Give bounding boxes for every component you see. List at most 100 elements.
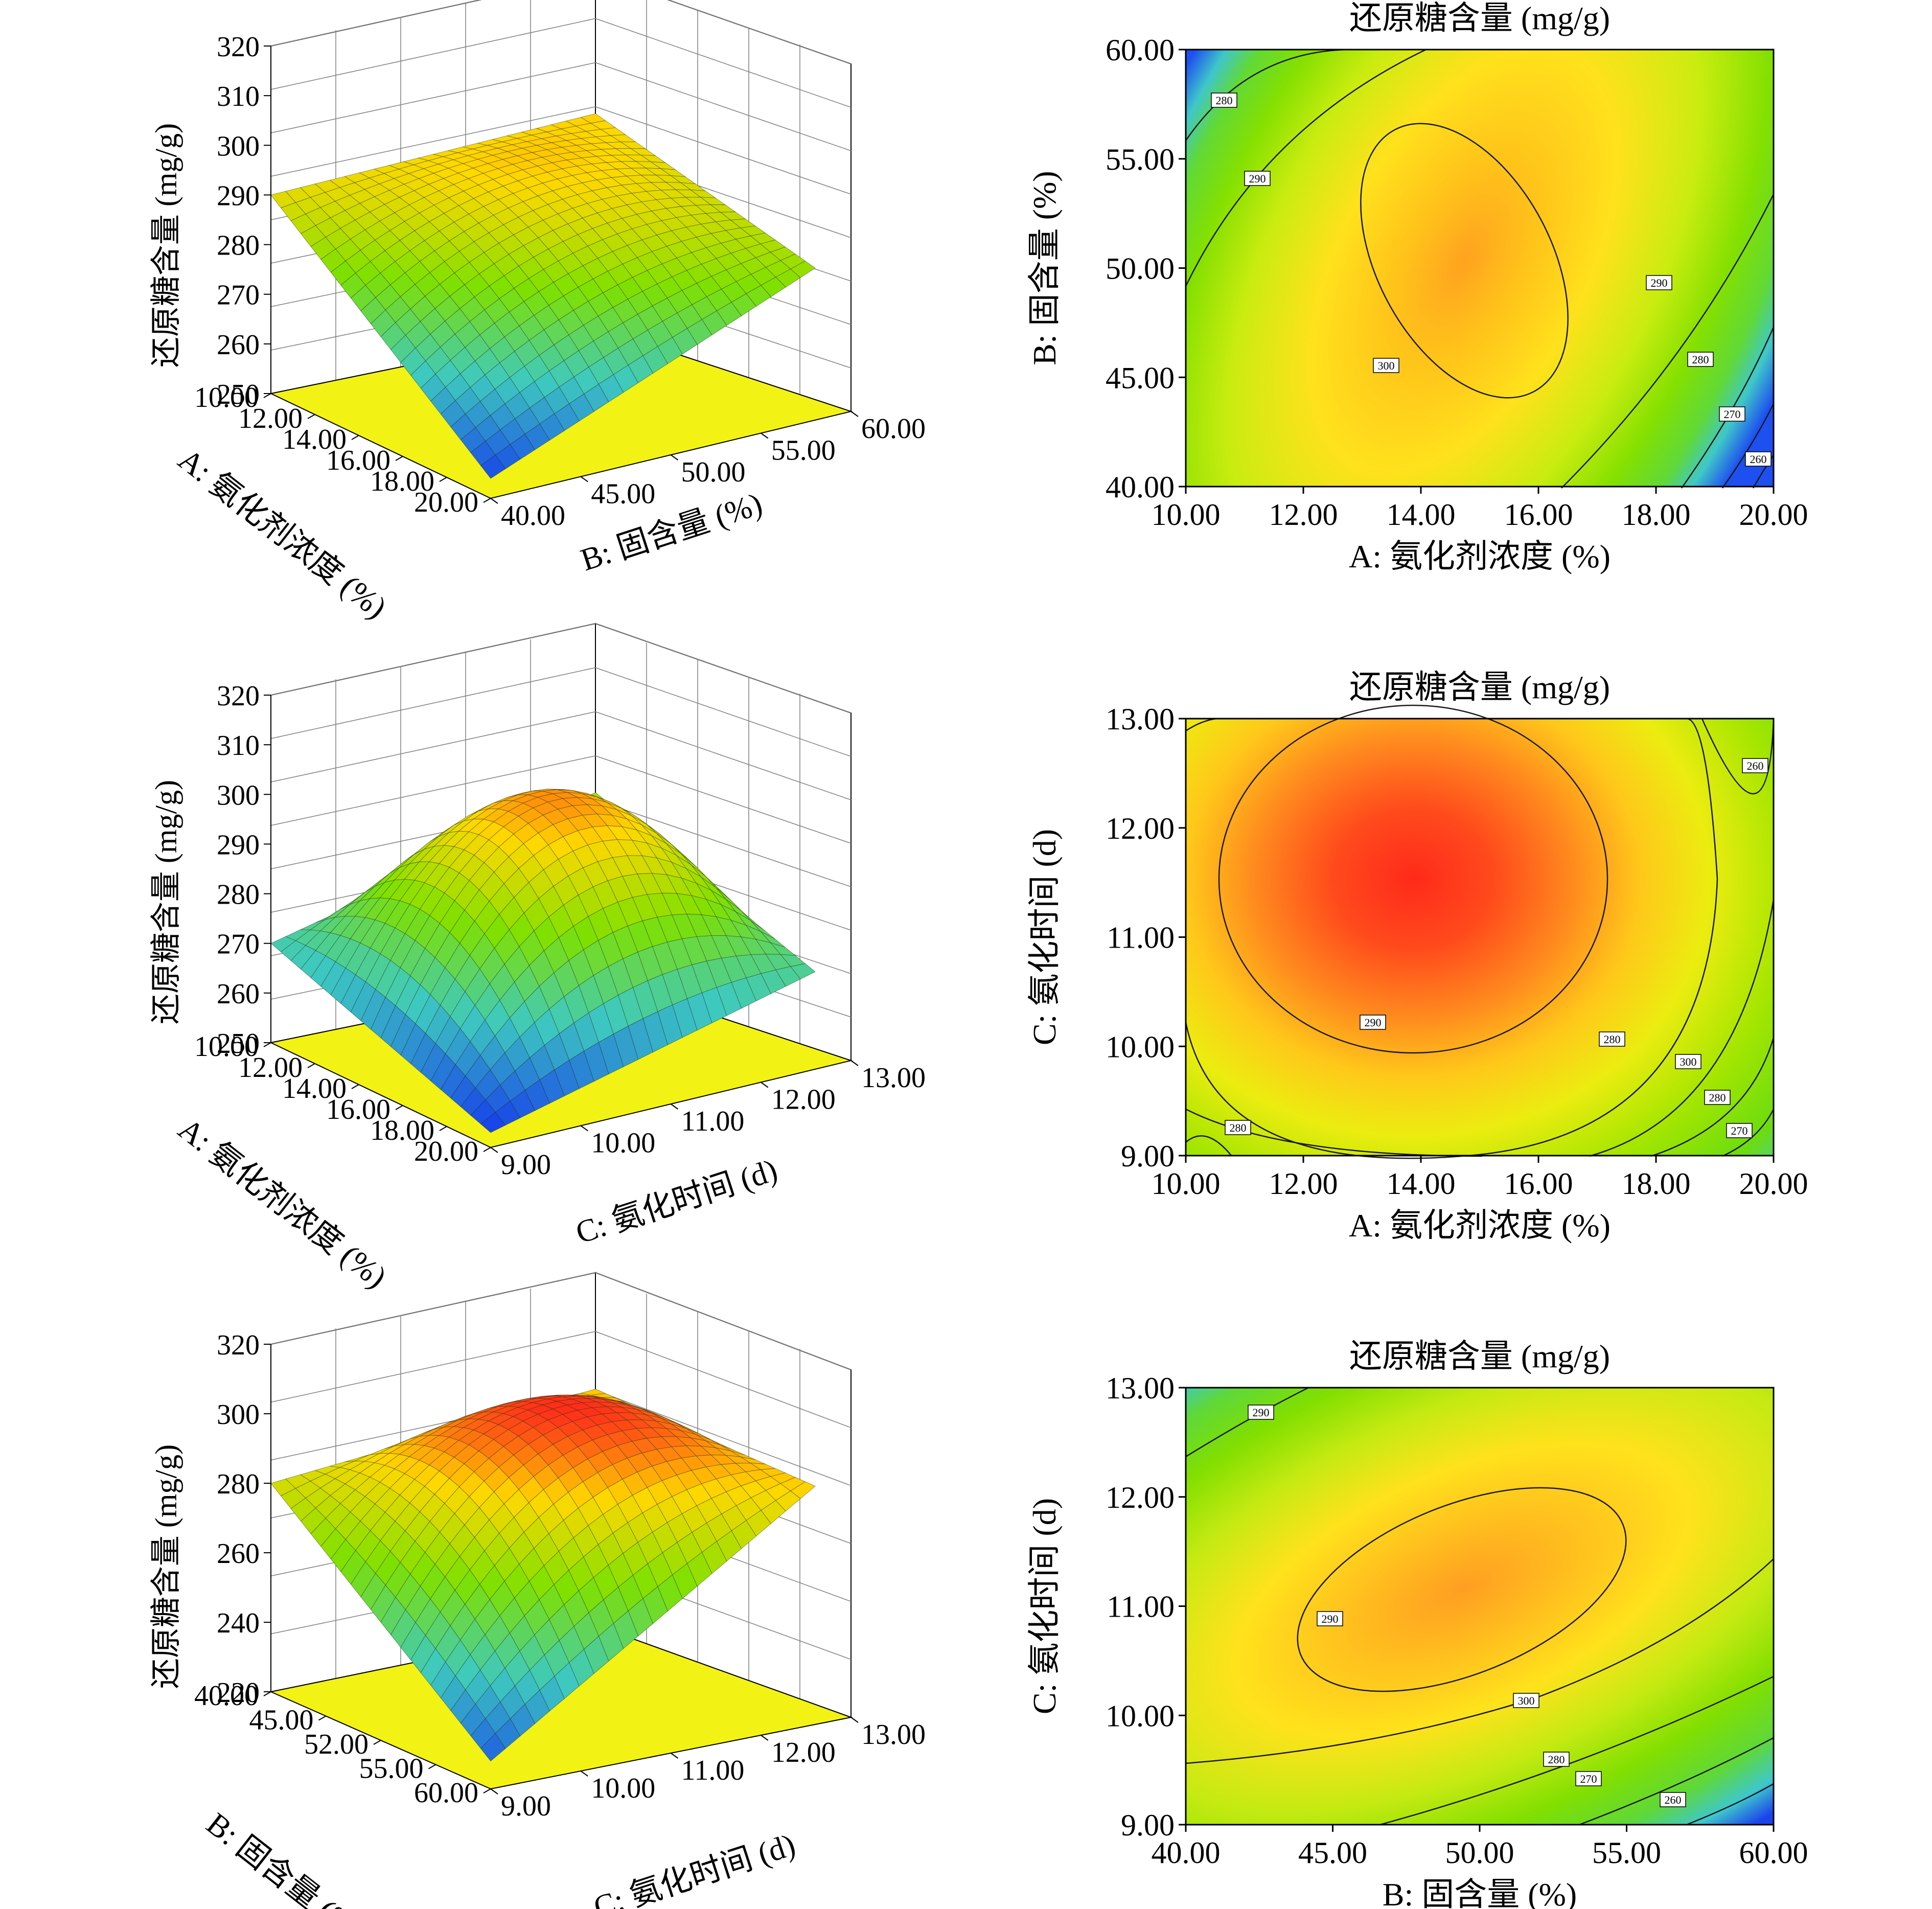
y-axis-title: C: 氨化时间 (d) xyxy=(1026,1498,1063,1714)
z-tick-label: 320 xyxy=(217,31,260,63)
z-tick-label: 260 xyxy=(217,1538,260,1570)
contour-label-box xyxy=(1360,1015,1386,1030)
y-tick-label: 45.00 xyxy=(591,478,655,510)
x-axis-title: B: 固含量 (%) xyxy=(200,1806,370,1909)
y-tick xyxy=(670,1103,679,1110)
wall-gridline xyxy=(270,18,852,108)
contour-label: 290 xyxy=(1249,172,1266,185)
y-tick xyxy=(761,1735,769,1741)
contour-label-box xyxy=(1513,1693,1539,1708)
z-tick-label: 250 xyxy=(217,1028,260,1060)
z-tick-label: 290 xyxy=(217,829,260,861)
chart-title: 还原糖含量 (mg/g) xyxy=(1349,1338,1610,1374)
x-tick-label: 20.00 xyxy=(1739,498,1808,532)
contour-fill xyxy=(1186,50,1774,487)
wall-gridline xyxy=(270,711,852,800)
contour-label-box xyxy=(1248,1405,1274,1420)
chart-title: 还原糖含量 (mg/g) xyxy=(1349,669,1610,705)
x-axis-title: A: 氨化剂浓度 (%) xyxy=(1349,1207,1611,1244)
x-tick xyxy=(395,456,403,461)
contour-label: 290 xyxy=(1253,1406,1270,1419)
contour-label-box xyxy=(1543,1752,1570,1767)
z-tick-label: 280 xyxy=(217,1468,260,1500)
contour-label-box xyxy=(1742,758,1768,773)
x-tick-label: 20.00 xyxy=(414,487,478,518)
contour-panel-1: 280 290 300 290 280 270 260 10.00 12.00 14.00 16.0… xyxy=(1026,0,1808,574)
contour-line xyxy=(1297,1487,1627,1692)
contour-label-box xyxy=(1244,171,1271,186)
contour-label-box xyxy=(1317,1611,1343,1626)
contour-line xyxy=(1721,403,1775,489)
wall-gridline xyxy=(270,755,852,844)
contour-label-box xyxy=(1646,275,1672,290)
contour-label: 260 xyxy=(1750,453,1767,466)
contour-label-box xyxy=(1575,1771,1602,1786)
y-tick-label: 55.00 xyxy=(771,435,836,467)
y-tick-label: 11.00 xyxy=(1107,921,1175,955)
contour-label-box xyxy=(1745,451,1772,467)
y-tick-label: 50.00 xyxy=(1106,252,1175,286)
x-tick xyxy=(307,1063,315,1068)
x-tick-label: 18.00 xyxy=(1622,498,1691,532)
z-tick-label: 320 xyxy=(217,680,260,712)
z-tick-label: 240 xyxy=(217,1607,260,1639)
y-tick xyxy=(670,454,679,461)
y-tick-label: 11.00 xyxy=(681,1755,745,1786)
x-tick xyxy=(395,1105,403,1110)
x-tick-label: 12.00 xyxy=(238,403,303,434)
z-axis-title: 还原糖含量 (mg/g) xyxy=(149,1444,183,1689)
contour-panel-3: 290 300 290 280 270 260 40.00 45.00 50.00 55.00 60… xyxy=(1026,1338,1808,1909)
y-tick xyxy=(670,1753,679,1759)
contour-label: 300 xyxy=(1518,1694,1535,1707)
contour-label-box xyxy=(1687,352,1714,367)
contour-label: 280 xyxy=(1548,1753,1565,1766)
x-tick xyxy=(439,477,447,482)
y-tick-label: 12.00 xyxy=(1106,1481,1175,1514)
contour-label-box xyxy=(1225,1120,1251,1135)
surface-facet xyxy=(480,454,506,479)
y-tick-label: 10.00 xyxy=(591,1128,655,1159)
contour-label: 270 xyxy=(1724,408,1741,421)
x-tick-label: 14.00 xyxy=(282,424,347,455)
y-tick xyxy=(850,1060,859,1066)
y-tick xyxy=(490,1147,498,1153)
z-axis-title: 还原糖含量 (mg/g) xyxy=(149,123,183,367)
contour-fill xyxy=(1186,1388,1774,1825)
y-tick-label: 40.00 xyxy=(1106,470,1175,504)
y-tick xyxy=(580,1770,588,1777)
surface-panel-2: 250 260 270 280 290 300 310 320 还原糖含量 (mg/g) 10.0… xyxy=(149,623,926,1295)
x-tick-label: 50.00 xyxy=(1445,1836,1514,1870)
contour-label: 270 xyxy=(1731,1124,1748,1137)
x-tick xyxy=(439,1126,447,1131)
z-axis-title: 还原糖含量 (mg/g) xyxy=(149,780,183,1024)
x-tick-label: 10.00 xyxy=(194,382,259,413)
contour-label: 300 xyxy=(1378,359,1395,372)
z-tick-label: 300 xyxy=(217,1399,260,1431)
y-tick-label: 9.00 xyxy=(501,1149,551,1181)
x-tick-label: 20.00 xyxy=(414,1136,478,1167)
y-tick xyxy=(761,432,769,439)
contour-label: 280 xyxy=(1216,94,1233,107)
x-tick xyxy=(373,1740,381,1745)
y-tick-label: 55.00 xyxy=(1106,143,1175,176)
x-tick-label: 12.00 xyxy=(1269,1167,1338,1201)
contour-fill xyxy=(1186,719,1774,1156)
y-tick-label: 11.00 xyxy=(681,1106,745,1137)
chart-root: 250 260 270 280 290 300 310 320 还原糖含量 (mg/g) 10.0… xyxy=(149,0,1808,1909)
y-tick-label: 10.00 xyxy=(1106,1030,1175,1064)
z-tick-label: 300 xyxy=(217,779,260,811)
x-axis-title: A: 氨化剂浓度 (%) xyxy=(1349,538,1611,574)
contour-label-box xyxy=(1211,93,1237,108)
y-tick-label: 11.00 xyxy=(1107,1590,1175,1624)
y-tick-label: 40.00 xyxy=(501,500,565,532)
contour-panel-2: 280 300 290 280 270 260 280 10.00 12.00 14.00 16.0… xyxy=(1026,669,1808,1244)
x-tick-label: 18.00 xyxy=(1622,1167,1691,1201)
y-tick-label: 12.00 xyxy=(771,1084,836,1116)
z-tick-label: 300 xyxy=(217,130,260,162)
contour-line xyxy=(1752,454,1775,489)
x-tick-label: 60.00 xyxy=(414,1777,478,1809)
surface-facet xyxy=(480,1733,506,1762)
y-tick-label: 10.00 xyxy=(591,1773,655,1804)
x-axis-title: A: 氨化剂浓度 (%) xyxy=(172,1112,393,1295)
x-tick xyxy=(351,1084,359,1089)
